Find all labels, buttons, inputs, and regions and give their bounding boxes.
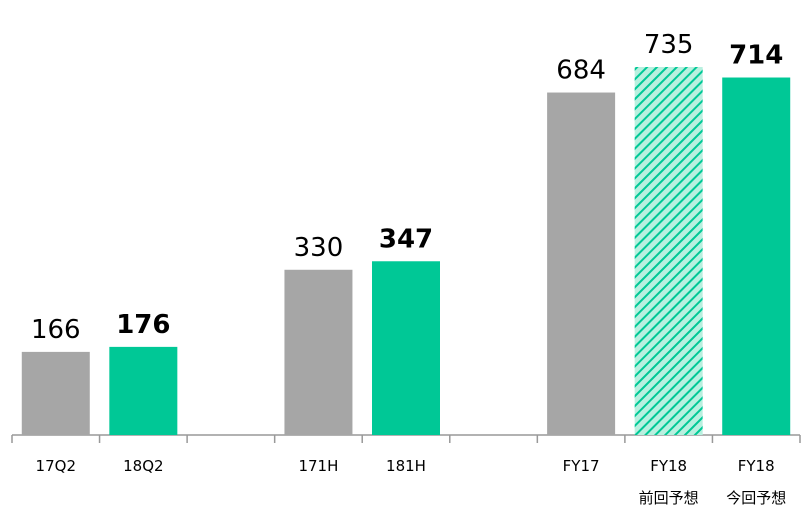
value-label: 176 [116,310,170,340]
value-label: 684 [556,56,606,86]
x-tick-label: 18Q2 [123,457,163,475]
x-tick-sublabel: 今回予想 [726,489,786,507]
x-tick-sublabel: 前回予想 [639,489,699,507]
x-tick-label: FY18 [738,457,775,475]
bar [722,77,791,435]
x-tick-label: 181H [386,457,426,475]
bar [634,67,703,435]
bar [372,261,440,435]
bar [21,351,90,435]
x-tick-label: FY18 [650,457,687,475]
value-label: 735 [644,30,694,60]
x-tick-label: 17Q2 [36,457,76,475]
value-label: 347 [379,224,433,254]
value-label: 330 [294,233,344,263]
x-tick-label: 171H [298,457,338,475]
x-tick-label: FY17 [563,457,600,475]
bar [284,269,353,435]
value-label: 166 [31,315,81,345]
bar [547,92,616,435]
bar [109,346,178,435]
value-label: 714 [729,41,783,71]
